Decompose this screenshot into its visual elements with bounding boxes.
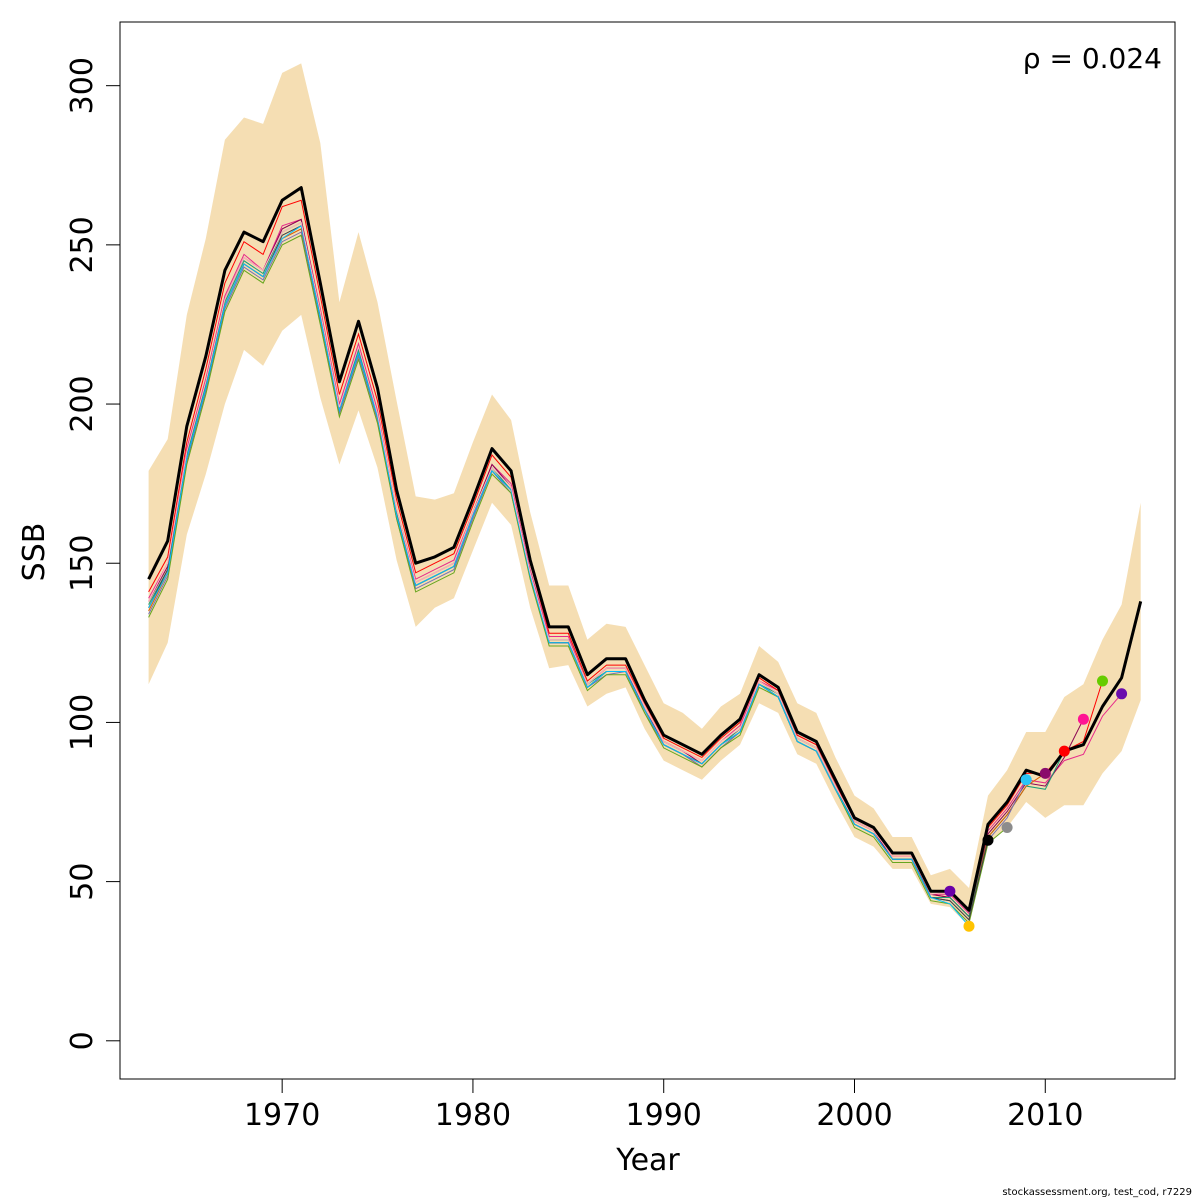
- retro-line-2005: [148, 221, 950, 895]
- retro-line-2008: [148, 234, 1008, 924]
- terminal-point-2009: [1020, 774, 1032, 786]
- confidence-band: [148, 63, 1141, 927]
- terminal-point-2007: [982, 834, 994, 846]
- terminal-point-2012: [1077, 713, 1089, 725]
- x-tick-label-1970: 1970: [244, 1098, 320, 1133]
- y-tick-label-150: 150: [65, 535, 100, 592]
- y-tick-label-300: 300: [65, 57, 100, 114]
- retrospective-lines-layer: [148, 199, 1122, 927]
- y-tick-label-100: 100: [65, 694, 100, 751]
- terminal-point-2014: [1116, 688, 1128, 700]
- terminal-point-2006: [963, 920, 975, 932]
- x-tick-label-1990: 1990: [626, 1098, 702, 1133]
- plot-frame: [119, 21, 1176, 1080]
- x-tick-label-2000: 2000: [816, 1098, 892, 1133]
- retro-line-2006: [148, 224, 970, 927]
- x-axis-label: Year: [615, 1143, 680, 1178]
- y-tick-label-50: 50: [65, 863, 100, 901]
- main-ssb-line: [147, 186, 1143, 912]
- main-series-layer: [147, 186, 1143, 912]
- y-axis: 0 50 100 150 200 250 300: [65, 57, 120, 1050]
- y-tick-label-0: 0: [65, 1031, 100, 1050]
- terminal-point-2008: [1001, 822, 1013, 833]
- rho-annotation: ρ = 0.024: [1023, 42, 1162, 75]
- y-axis-label: SSB: [17, 523, 52, 582]
- terminal-point-2011: [1058, 745, 1070, 757]
- y-tick-label-200: 200: [65, 375, 100, 432]
- x-axis: 1970 1980 1990 2000 2010: [244, 1079, 1083, 1133]
- x-tick-label-2010: 2010: [1007, 1098, 1083, 1133]
- terminal-points-layer: [944, 675, 1128, 932]
- y-tick-label-250: 250: [65, 216, 100, 273]
- terminal-point-2005: [944, 885, 956, 897]
- x-tick-label-1980: 1980: [435, 1098, 511, 1133]
- footer-credit: stockassessment.org, test_cod, r7229: [1002, 1187, 1192, 1198]
- confidence-band-layer: [148, 63, 1141, 927]
- terminal-point-2013: [1097, 675, 1108, 687]
- terminal-point-2010: [1039, 767, 1051, 779]
